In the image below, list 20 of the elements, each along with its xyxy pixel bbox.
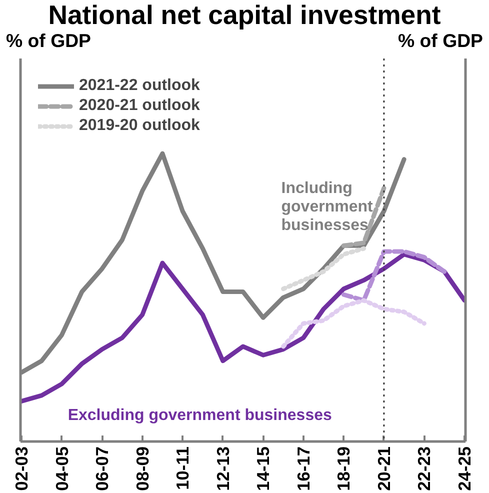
x-tick-label: 22-23 xyxy=(414,446,434,491)
annotation: Excluding government businesses xyxy=(68,407,332,424)
x-tick-label: 16-17 xyxy=(293,446,314,491)
x-tick-label: 08-09 xyxy=(132,446,152,491)
text: % of GDP xyxy=(398,30,483,52)
x-tick-label: 06-07 xyxy=(92,446,112,491)
x-tick-label: 14-15 xyxy=(253,446,274,491)
x-tick-label: 12-13 xyxy=(212,446,233,491)
legend-label: 2020-21 outlook xyxy=(79,97,200,115)
x-tick-label: 10-11 xyxy=(172,446,193,490)
legend-label: 2019-20 outlook xyxy=(79,117,200,135)
chart-title: National net capital investment xyxy=(47,0,442,30)
x-tick-label: 02-03 xyxy=(12,446,32,491)
x-tick-label: 04-05 xyxy=(52,446,72,491)
x-tick-label: 24-25 xyxy=(454,446,474,491)
text: % of GDP xyxy=(6,30,91,52)
x-tick-label: 20-21 xyxy=(374,446,394,491)
x-tick-label: 18-19 xyxy=(334,446,354,491)
legend-label: 2021-22 outlook xyxy=(79,77,200,95)
annotation: Including government businesses xyxy=(281,180,374,234)
